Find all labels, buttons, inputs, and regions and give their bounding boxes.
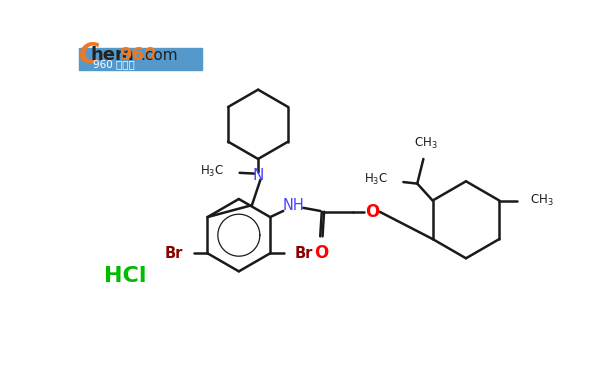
- Text: H$_3$C: H$_3$C: [200, 164, 224, 179]
- Text: 960 化工网: 960 化工网: [93, 59, 134, 69]
- Text: 960: 960: [119, 46, 157, 64]
- Bar: [79, 48, 202, 70]
- Text: HCl: HCl: [104, 266, 146, 286]
- Text: Br: Br: [295, 246, 313, 261]
- Text: .com: .com: [140, 48, 178, 63]
- Text: Br: Br: [165, 246, 183, 261]
- Text: CH$_3$: CH$_3$: [530, 193, 554, 208]
- Text: C: C: [79, 41, 100, 69]
- Text: NH: NH: [283, 198, 304, 213]
- Text: O: O: [365, 203, 379, 221]
- Text: H$_3$C: H$_3$C: [364, 172, 388, 187]
- Text: hem: hem: [90, 46, 134, 64]
- Text: CH$_3$: CH$_3$: [414, 136, 437, 151]
- Text: O: O: [314, 244, 328, 262]
- Text: N: N: [252, 168, 264, 183]
